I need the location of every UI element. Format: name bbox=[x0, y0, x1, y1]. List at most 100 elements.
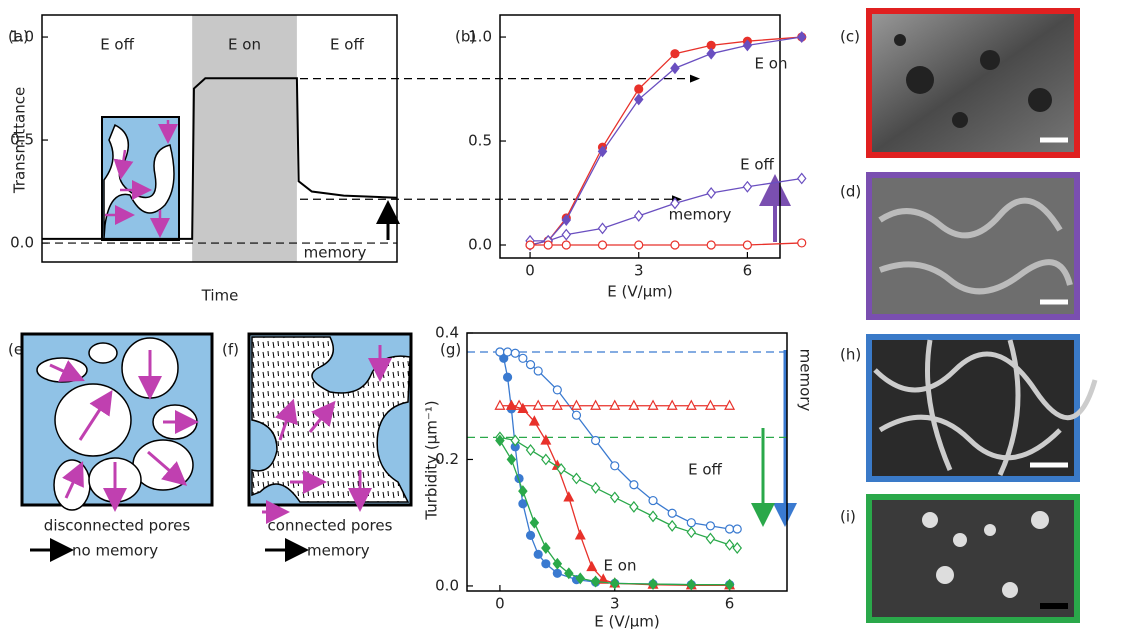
x-tick-label: 0 bbox=[495, 595, 505, 613]
series-line bbox=[42, 77, 398, 240]
annotation: memory bbox=[304, 244, 367, 262]
marker bbox=[525, 360, 536, 370]
sem-image bbox=[866, 172, 1080, 320]
panel-label: (h) bbox=[840, 346, 861, 364]
marker bbox=[597, 240, 608, 250]
marker bbox=[525, 240, 535, 250]
marker bbox=[556, 462, 566, 475]
marker bbox=[528, 415, 540, 426]
sem-image bbox=[866, 8, 1080, 158]
sem-image bbox=[866, 334, 1098, 482]
marker bbox=[541, 453, 551, 466]
marker bbox=[574, 529, 586, 540]
schematic bbox=[20, 332, 214, 512]
marker bbox=[628, 399, 640, 410]
panel-label: (d) bbox=[840, 183, 861, 201]
marker bbox=[510, 348, 520, 358]
marker bbox=[590, 575, 601, 588]
marker bbox=[525, 444, 536, 456]
marker bbox=[532, 399, 544, 410]
schematic bbox=[247, 332, 413, 524]
marker bbox=[742, 39, 753, 52]
marker bbox=[666, 399, 678, 410]
marker bbox=[796, 172, 807, 185]
sem-image bbox=[866, 494, 1080, 623]
marker bbox=[590, 399, 602, 410]
panel-label: (i) bbox=[840, 508, 856, 526]
marker bbox=[564, 567, 574, 580]
marker bbox=[634, 240, 644, 250]
marker bbox=[609, 577, 620, 590]
series-line bbox=[499, 436, 738, 549]
marker bbox=[571, 410, 582, 420]
x-tick-label: 3 bbox=[610, 595, 620, 613]
x-tick-label: 0 bbox=[525, 262, 535, 280]
y-tick-label: 0.0 bbox=[10, 234, 34, 252]
axes-frame bbox=[41, 14, 398, 263]
marker bbox=[667, 519, 677, 532]
panel-label: (g) bbox=[440, 341, 461, 359]
marker bbox=[706, 47, 716, 60]
marker bbox=[685, 399, 697, 410]
annotation: memory bbox=[669, 206, 732, 224]
y-tick-label: 0.5 bbox=[468, 132, 492, 150]
marker bbox=[732, 524, 742, 534]
marker bbox=[571, 472, 582, 485]
y-tick-label: 1.0 bbox=[10, 28, 34, 46]
marker bbox=[670, 197, 680, 210]
y-tick-label: 0.2 bbox=[435, 450, 459, 468]
marker bbox=[570, 399, 582, 410]
annotation: E on bbox=[604, 557, 637, 575]
guide-arrowhead bbox=[690, 74, 700, 83]
marker bbox=[797, 238, 807, 248]
marker bbox=[518, 499, 528, 509]
caption: no memory bbox=[72, 542, 158, 560]
marker bbox=[561, 240, 571, 250]
marker bbox=[552, 568, 562, 578]
marker bbox=[551, 399, 563, 410]
series-line bbox=[499, 351, 738, 530]
marker bbox=[563, 491, 575, 502]
caption: connected pores bbox=[268, 517, 393, 535]
annotation: E off bbox=[740, 156, 774, 174]
marker bbox=[495, 434, 505, 447]
marker bbox=[670, 62, 680, 75]
marker bbox=[724, 538, 735, 551]
marker bbox=[648, 495, 658, 506]
marker bbox=[609, 399, 621, 410]
marker bbox=[541, 559, 551, 569]
y-tick-label: 0.4 bbox=[435, 324, 459, 342]
marker bbox=[724, 399, 736, 410]
y-tick-label: 0.0 bbox=[468, 236, 492, 254]
panel-label: (f) bbox=[222, 341, 239, 359]
marker bbox=[724, 524, 735, 534]
marker bbox=[633, 209, 644, 222]
marker bbox=[633, 93, 644, 106]
panel-label: (a) bbox=[8, 28, 29, 46]
annotation: E off bbox=[688, 461, 722, 479]
marker bbox=[502, 372, 513, 382]
marker bbox=[525, 530, 536, 540]
marker bbox=[590, 481, 601, 494]
y-axis-label: Turbidity (μm⁻¹) bbox=[423, 400, 441, 520]
marker bbox=[597, 573, 609, 584]
marker bbox=[629, 500, 639, 513]
marker bbox=[506, 453, 517, 466]
axes-frame bbox=[466, 332, 788, 592]
axes-frame bbox=[499, 14, 781, 259]
x-tick-label: 3 bbox=[634, 262, 644, 280]
marker bbox=[742, 180, 753, 193]
x-tick-label: 6 bbox=[743, 262, 753, 280]
marker bbox=[533, 549, 543, 559]
marker bbox=[533, 366, 543, 376]
marker bbox=[517, 402, 529, 413]
marker bbox=[597, 222, 608, 235]
marker bbox=[505, 399, 517, 410]
marker bbox=[540, 434, 552, 445]
marker bbox=[706, 240, 716, 250]
marker bbox=[686, 578, 697, 591]
panel-label: (b) bbox=[455, 28, 476, 46]
region-label: E on bbox=[228, 36, 261, 54]
